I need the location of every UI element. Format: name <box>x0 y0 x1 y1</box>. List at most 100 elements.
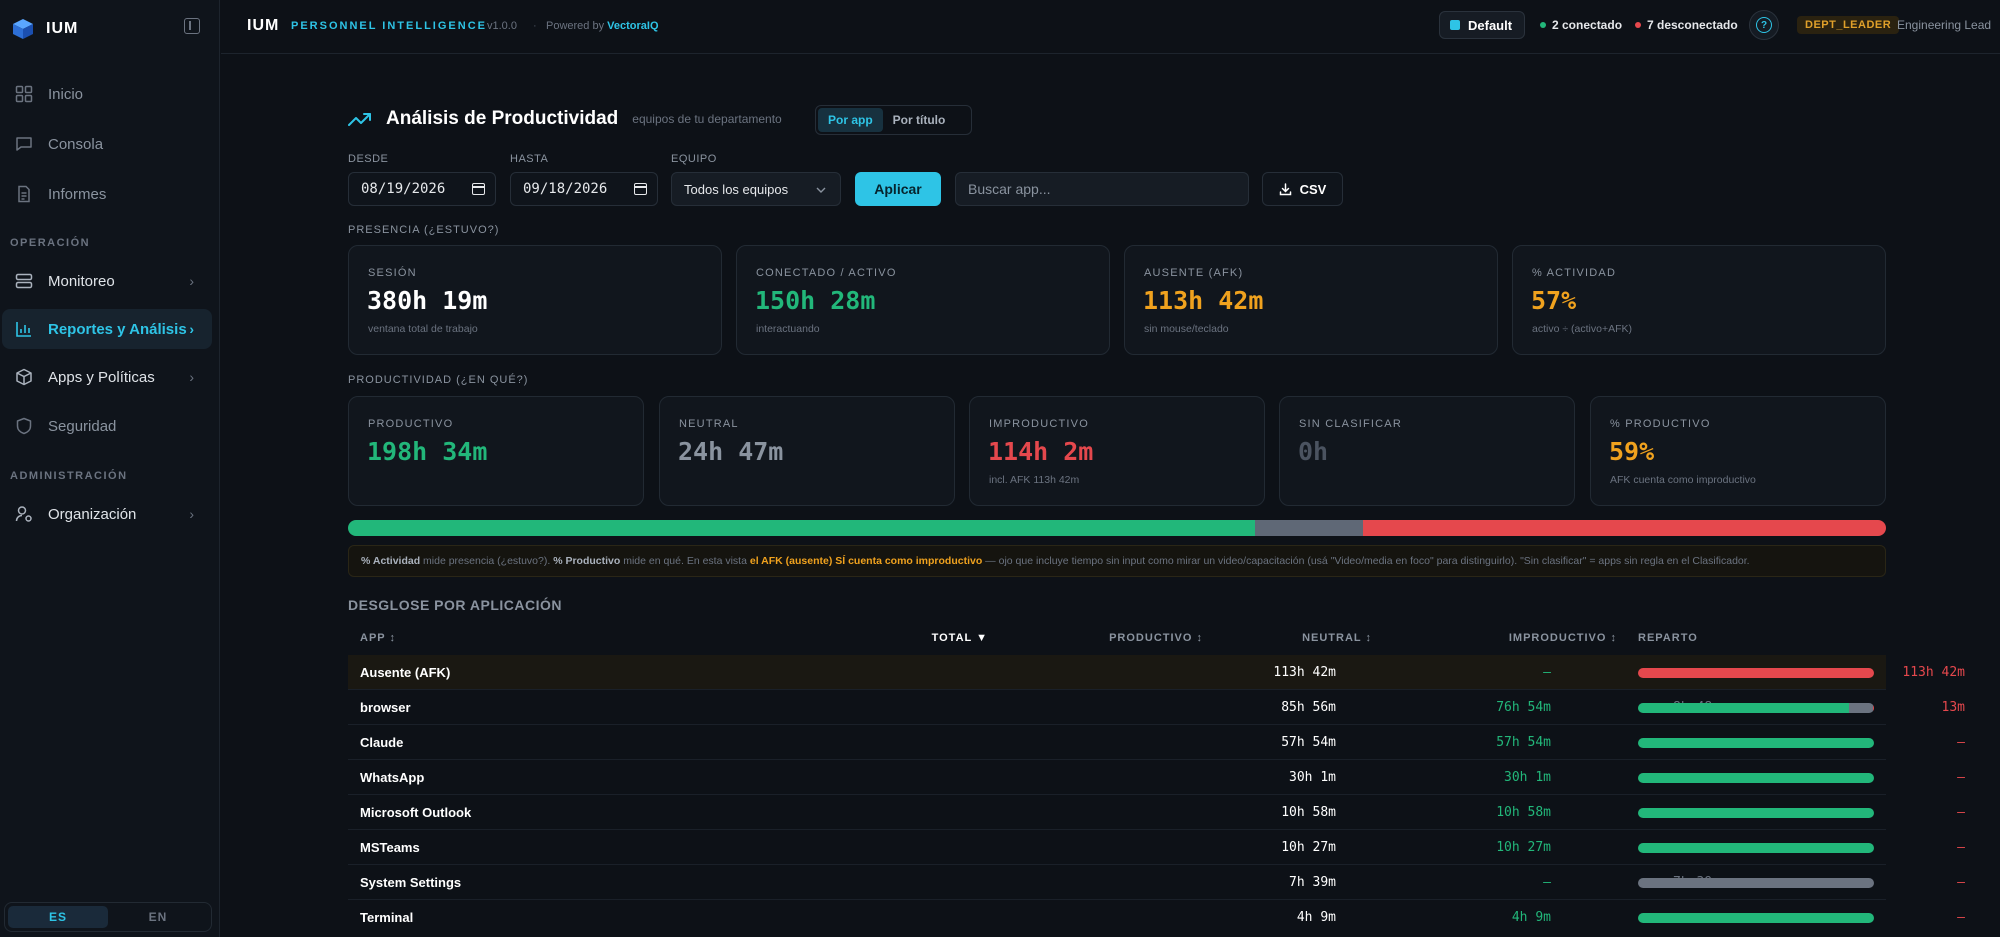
sidebar-item-organizacion[interactable]: Organización › <box>2 494 212 534</box>
kpi-value: 57% <box>1531 286 1577 315</box>
chevron-right-icon: › <box>189 321 194 337</box>
share-bar <box>1638 773 1874 783</box>
cell-productivo: 57h 54m <box>1496 735 1551 750</box>
table-row[interactable]: browser 85h 56m 76h 54m 8h 48m 13m <box>348 690 1965 725</box>
powered-prefix: Powered by <box>546 20 605 32</box>
calendar-icon[interactable] <box>634 183 647 195</box>
table-row[interactable]: Microsoft Outlook 10h 58m 10h 58m — — <box>348 795 1965 830</box>
kpi-label: CONECTADO / ACTIVO <box>756 267 897 279</box>
collapse-sidebar-icon[interactable] <box>184 18 200 34</box>
desde-date-input[interactable]: 08/19/2026 <box>348 172 496 206</box>
note-text: — ojo que incluye tiempo sin input como … <box>982 555 1750 567</box>
cell-productivo: 30h 1m <box>1504 770 1551 785</box>
share-bar <box>1638 808 1874 818</box>
cell-productivo: 10h 58m <box>1496 805 1551 820</box>
header-subtitle: PERSONNEL INTELLIGENCE <box>291 20 487 32</box>
kpi-value: 380h 19m <box>367 286 488 315</box>
lang-en-button[interactable]: EN <box>148 910 168 924</box>
kpi-label: SESIÓN <box>368 267 417 279</box>
profile-label: Default <box>1468 17 1513 33</box>
cell-total: 10h 27m <box>1281 840 1336 855</box>
note-bold: % Actividad <box>361 555 421 567</box>
cell-total: 113h 42m <box>1273 665 1336 680</box>
table-row[interactable]: Ausente (AFK) 113h 42m — — 113h 42m <box>348 655 1965 690</box>
profile-color-icon <box>1450 20 1460 30</box>
cell-improductivo: — <box>1957 805 1965 820</box>
table-row[interactable]: Terminal 4h 9m 4h 9m — — <box>348 900 1965 937</box>
csv-export-button[interactable]: CSV <box>1262 172 1343 206</box>
kpi-value: 198h 34m <box>367 437 488 466</box>
sidebar-item-label: Informes <box>48 185 107 203</box>
col-header-neutral[interactable]: NEUTRAL ↕ <box>1302 632 1372 644</box>
hasta-date-input[interactable]: 09/18/2026 <box>510 172 658 206</box>
col-header-app[interactable]: APP ↕ <box>360 632 396 644</box>
section-label-admin: ADMINISTRACIÓN <box>10 470 128 482</box>
powered-by: Powered by VectoraIQ <box>546 20 659 32</box>
tab-por-app[interactable]: Por app <box>818 108 883 132</box>
sidebar-item-label: Reportes y Análisis <box>48 320 187 338</box>
page-title: Análisis de Productividad <box>386 108 619 129</box>
kpi-sub: AFK cuenta como improductivo <box>1610 474 1756 486</box>
table-row[interactable]: Claude 57h 54m 57h 54m — — <box>348 725 1965 760</box>
split-neutral <box>1255 520 1364 536</box>
col-header-improductivo[interactable]: IMPRODUCTIVO ↕ <box>1508 632 1617 644</box>
cell-productivo: — <box>1543 665 1551 680</box>
chevron-right-icon: › <box>189 369 194 385</box>
cell-total: 10h 58m <box>1281 805 1336 820</box>
share-bar <box>1638 703 1874 713</box>
chevron-right-icon: › <box>189 273 194 289</box>
col-header-total[interactable]: TOTAL ▼ <box>931 632 988 644</box>
col-header-productivo[interactable]: PRODUCTIVO ↕ <box>1109 632 1203 644</box>
section-label-operacion: OPERACIÓN <box>10 237 91 249</box>
kpi-card-improductivo: IMPRODUCTIVO 114h 2m incl. AFK 113h 42m <box>969 396 1265 506</box>
table-row[interactable]: MSTeams 10h 27m 10h 27m — — <box>348 830 1965 865</box>
profile-selector-button[interactable]: Default <box>1439 11 1525 39</box>
table-row[interactable]: System Settings 7h 39m — 7h 39m — <box>348 865 1965 900</box>
kpi-label: NEUTRAL <box>679 418 739 430</box>
sidebar-item-seguridad[interactable]: Seguridad <box>2 406 212 446</box>
apply-button[interactable]: Aplicar <box>855 172 941 206</box>
table-row[interactable]: WhatsApp 30h 1m 30h 1m — — <box>348 760 1965 795</box>
sidebar-item-label: Seguridad <box>48 417 117 435</box>
brand-name: IUM <box>46 20 79 37</box>
sidebar-item-apps-politicas[interactable]: Apps y Políticas › <box>2 357 212 397</box>
kpi-label: AUSENTE (AFK) <box>1144 267 1244 279</box>
cell-app: Microsoft Outlook <box>360 805 472 820</box>
kpi-sub: sin mouse/teclado <box>1144 323 1229 335</box>
sidebar-item-reportes[interactable]: Reportes y Análisis › <box>2 309 212 349</box>
kpi-card-productivo: PRODUCTIVO 198h 34m <box>348 396 644 506</box>
equipo-label: EQUIPO <box>671 153 717 165</box>
help-button[interactable]: ? <box>1749 10 1779 40</box>
kpi-card-actividad: % ACTIVIDAD 57% activo ÷ (activo+AFK) <box>1512 245 1886 355</box>
cell-improductivo: — <box>1957 770 1965 785</box>
kpi-sub: incl. AFK 113h 42m <box>989 474 1080 486</box>
lang-es-button[interactable]: ES <box>8 906 108 928</box>
cell-app: Claude <box>360 735 404 750</box>
brand[interactable]: IUM <box>12 16 78 42</box>
box-icon <box>14 367 34 387</box>
question-icon: ? <box>1756 17 1772 33</box>
kpi-card-sesion: SESIÓN 380h 19m ventana total de trabajo <box>348 245 722 355</box>
chevron-right-icon: › <box>189 506 194 522</box>
note-highlight: el AFK (ausente) SÍ cuenta como improduc… <box>749 555 983 567</box>
search-app-input[interactable] <box>955 172 1249 206</box>
language-toggle: ES EN <box>4 902 212 932</box>
col-header-reparto: REPARTO <box>1638 632 1698 644</box>
calendar-icon[interactable] <box>472 183 485 195</box>
sidebar-item-inicio[interactable]: Inicio <box>2 74 212 114</box>
split-unproductive <box>1363 520 1886 536</box>
kpi-sub: interactuando <box>756 323 820 335</box>
page-subtitle: equipos de tu departamento <box>632 112 782 126</box>
disconnected-label: 7 desconectado <box>1647 18 1738 32</box>
equipo-select[interactable]: Todos los equipos <box>671 172 841 206</box>
sidebar-item-informes[interactable]: Informes <box>2 174 212 214</box>
chat-icon <box>14 134 34 154</box>
sidebar-item-monitoreo[interactable]: Monitoreo › <box>2 261 212 301</box>
tab-por-titulo[interactable]: Por título <box>892 113 946 127</box>
sidebar-item-label: Organización <box>48 505 137 523</box>
sidebar-item-consola[interactable]: Consola <box>2 124 212 164</box>
cell-total: 57h 54m <box>1281 735 1336 750</box>
cell-productivo: 4h 9m <box>1511 910 1551 925</box>
cell-total: 7h 39m <box>1289 875 1336 890</box>
red-dot-icon <box>1635 22 1641 28</box>
